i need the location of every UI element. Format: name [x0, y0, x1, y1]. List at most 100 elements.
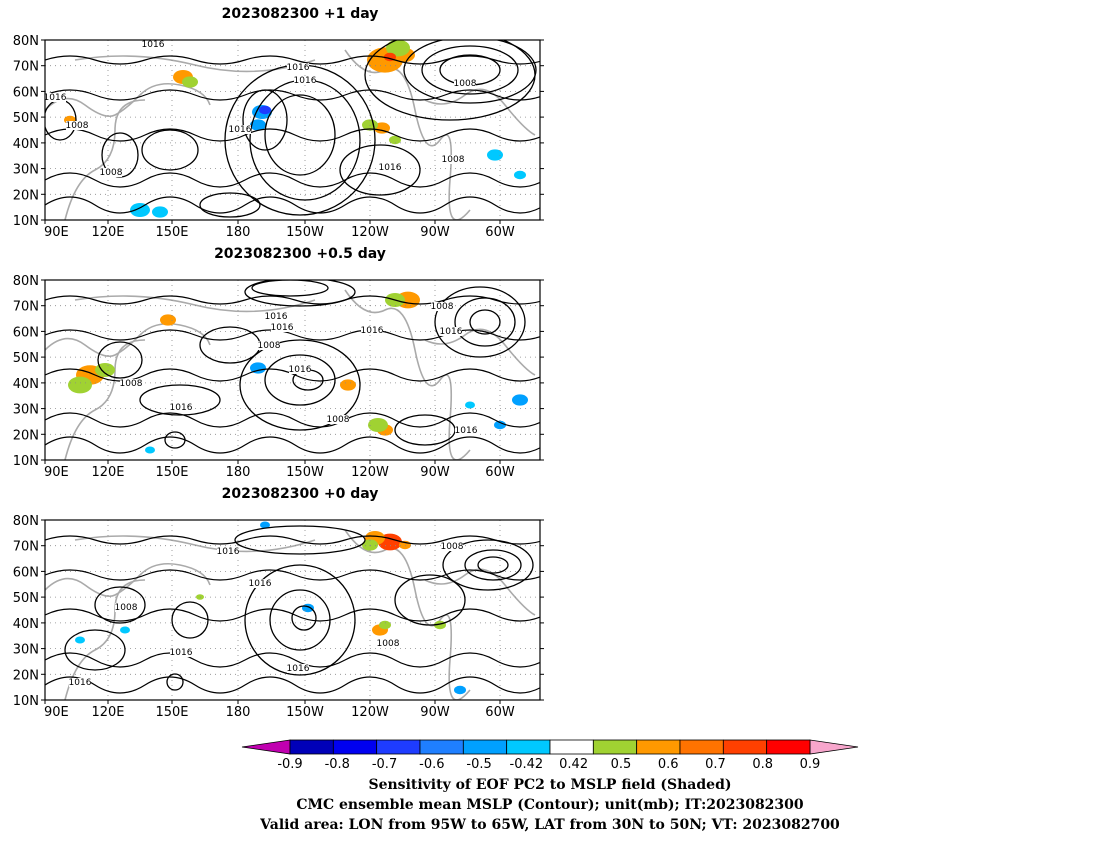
lon-label: 180 — [226, 225, 251, 240]
pressure-contour — [244, 564, 356, 676]
lon-label: 120E — [91, 705, 124, 720]
contour-label: 1008 — [377, 639, 400, 649]
lat-label: 10N — [13, 214, 39, 229]
pressure-contour — [45, 295, 540, 305]
caption-line-2: CMC ensemble mean MSLP (Contour); unit(m… — [296, 797, 804, 813]
coastline — [344, 529, 471, 700]
sensitivity-patch — [465, 401, 475, 409]
lon-label: 120W — [351, 225, 389, 240]
colorbar-below-arrow — [241, 739, 291, 755]
pressure-contour — [166, 673, 184, 691]
lat-label: 50N — [13, 351, 39, 366]
pressure-contour — [139, 384, 221, 416]
lon-label: 150W — [286, 225, 324, 240]
contour-label: 1016 — [455, 426, 478, 436]
pressure-contour — [45, 172, 540, 188]
contour-label: 1008 — [431, 302, 454, 312]
pressure-contour — [364, 40, 536, 121]
colorbar-tick-label: 0.8 — [752, 757, 773, 772]
pressure-contour — [339, 144, 421, 196]
lat-label: 70N — [13, 300, 39, 315]
lat-label: 50N — [13, 111, 39, 126]
contour-label: 1016 — [249, 579, 272, 589]
map-frame — [44, 279, 541, 461]
coastline — [64, 99, 146, 220]
pressure-contour — [264, 94, 336, 176]
sensitivity-patch — [512, 394, 528, 406]
colorbar-segment — [376, 739, 421, 755]
lon-label: 150W — [286, 465, 324, 480]
pressure-contour — [45, 652, 540, 668]
coastline — [74, 55, 316, 73]
sensitivity-patch — [260, 521, 270, 529]
lon-label: 120E — [91, 225, 124, 240]
pressure-contour — [45, 196, 540, 214]
pressure-contour — [464, 549, 522, 581]
lon-label: 90W — [420, 225, 450, 240]
colorbar-segment — [506, 739, 551, 755]
colorbar-tick-label: -0.8 — [325, 757, 350, 772]
sensitivity-patch — [95, 363, 115, 377]
lat-label: 70N — [13, 540, 39, 555]
pressure-contour — [244, 280, 356, 307]
map-panel-3: 1016 1016 1008 1016 1016 1008 1016 1008 80N 70N 60… — [13, 514, 544, 720]
pressure-contour — [239, 339, 361, 431]
pressure-contour — [469, 309, 501, 335]
sensitivity-patch — [379, 620, 391, 630]
sensitivity-patch — [389, 135, 401, 145]
lat-label: 70N — [13, 60, 39, 75]
contour-label: 1008 — [454, 79, 477, 89]
contour-label: 1016 — [289, 365, 312, 375]
sensitivity-patch — [145, 446, 155, 454]
pressure-contour — [45, 55, 540, 65]
colorbar-segment — [679, 739, 724, 755]
lat-label: 30N — [13, 163, 39, 178]
colorbar-tick-label: -0.5 — [466, 757, 491, 772]
coastline — [424, 568, 536, 616]
lon-label: 60W — [485, 225, 515, 240]
pressure-contour — [45, 676, 540, 694]
lat-label: 80N — [13, 274, 39, 289]
lon-label: 150E — [155, 465, 188, 480]
caption-line-3: Valid area: LON from 95W to 65W, LAT fro… — [260, 817, 840, 833]
pressure-contour — [234, 525, 366, 555]
lat-label: 20N — [13, 188, 39, 203]
colorbar-tick-label: 0.5 — [611, 757, 632, 772]
pressure-contour — [97, 341, 143, 379]
pressure-contour — [94, 586, 146, 624]
map-panel-2: 1016101610081016100810161008101610081016… — [13, 274, 544, 480]
pressure-contour — [45, 608, 540, 622]
contour-label: 1016 — [361, 326, 384, 336]
colorbar-segment — [766, 739, 811, 755]
coastline — [424, 88, 536, 136]
lon-label: 150E — [155, 225, 188, 240]
colorbar-segment — [722, 739, 768, 755]
lon-label: 120W — [351, 705, 389, 720]
contour-label: 1016 — [44, 93, 67, 103]
colorbar-segment — [419, 739, 464, 755]
contour-label: 1008 — [327, 415, 350, 425]
colorbar-tick-label: -0.9 — [277, 757, 302, 772]
pressure-contour — [45, 128, 540, 142]
colorbar: -0.9 -0.8 -0.7 -0.6 -0.5 -0.42 0.42 0.5 0.6 0.7 0.… — [241, 739, 859, 772]
coastline — [74, 295, 316, 313]
contour-label: 1016 — [440, 327, 463, 337]
caption-line-1: Sensitivity of EOF PC2 to MSLP field (Sh… — [368, 777, 732, 793]
lat-label: 10N — [13, 454, 39, 469]
colorbar-tick-label: 0.7 — [705, 757, 726, 772]
pressure-contour — [403, 40, 537, 104]
pressure-contour — [251, 280, 329, 297]
contour-label: 1016 — [229, 125, 252, 135]
panel-3-title: 2023082300 +0 day — [221, 486, 379, 502]
pressure-contour — [434, 286, 526, 358]
sensitivity-patch — [68, 376, 92, 394]
pressure-contour — [141, 129, 199, 171]
pressure-contour — [224, 64, 376, 216]
pressure-contour — [45, 569, 540, 581]
coastline — [45, 82, 211, 118]
lat-label: 20N — [13, 428, 39, 443]
panel-1-title: 2023082300 +1 day — [221, 6, 379, 22]
contour-label: 1016 — [379, 163, 402, 173]
colorbar-segment — [332, 739, 378, 755]
lon-label: 60W — [485, 705, 515, 720]
